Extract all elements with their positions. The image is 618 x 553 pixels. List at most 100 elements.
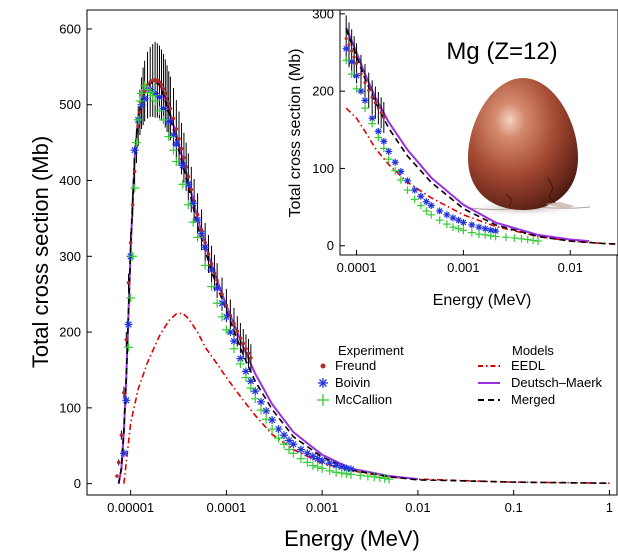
inset-boivin-point: [417, 192, 425, 200]
main-freund-point: [203, 240, 207, 245]
main-freund-point: [235, 329, 240, 334]
main-y-tick-label: 600: [59, 21, 81, 36]
main-y-tick-label: 300: [59, 249, 81, 264]
main-boivin-point: [289, 440, 298, 449]
inset-boivin-point: [411, 186, 419, 194]
inset-freund-point: [354, 61, 359, 65]
legend-label-merged: Merged: [511, 392, 555, 407]
main-boivin-point: [197, 229, 206, 238]
main-y-tick-label: 100: [59, 400, 81, 415]
main-mccallion-point: [342, 469, 352, 479]
inset-mccallion-point: [391, 166, 400, 175]
main-boivin-point: [124, 320, 133, 329]
main-mccallion-point: [137, 88, 146, 98]
main-mccallion-point: [178, 179, 188, 189]
main-mccallion-point: [355, 470, 365, 480]
main-mccallion-point: [148, 91, 158, 101]
inset-freund-point: [376, 106, 380, 110]
legend-item-freund: Freund: [320, 358, 376, 373]
main-freund-point: [136, 124, 141, 128]
main-mccallion-point: [124, 342, 133, 352]
main-freund-point: [238, 336, 243, 340]
main-freund-point: [186, 174, 191, 179]
main-y-tick-label: 0: [74, 476, 81, 491]
main-mccallion-point: [363, 471, 373, 481]
main-mccallion-point: [325, 466, 335, 476]
legend-item-merged: Merged: [478, 392, 555, 407]
inset-mccallion-point: [475, 230, 483, 238]
main-mccallion-point: [375, 473, 385, 482]
inset-freund-point: [363, 81, 367, 85]
inset-mccallion-point: [510, 234, 519, 242]
main-freund-point: [163, 91, 168, 96]
main-boivin-point: [280, 431, 289, 440]
inset-freund-point: [347, 43, 351, 47]
legend-label-boivin: Boivin: [335, 375, 370, 390]
main-freund-point: [224, 303, 229, 308]
main-x-tick-label: 1: [606, 500, 613, 515]
main-mccallion-point: [346, 470, 356, 479]
inset-mccallion-point: [342, 56, 351, 65]
main-mccallion-point: [155, 106, 164, 116]
inset-boivin-point: [422, 198, 430, 206]
inset-mccallion-point: [449, 223, 457, 232]
main-mccallion-point: [313, 462, 323, 472]
inset-mccallion-point: [502, 233, 510, 242]
main-freund-point: [138, 110, 142, 115]
main-mccallion-point: [229, 344, 239, 354]
inset-mccallion-point: [403, 186, 412, 194]
main-mccallion-point: [212, 298, 222, 308]
main-mccallion-point: [222, 325, 231, 335]
legend-item-boivin: Boivin: [318, 375, 370, 390]
inset-x-tick-label: 0.01: [558, 260, 583, 275]
main-mccallion-point: [126, 293, 136, 303]
main-mccallion-point: [284, 445, 294, 454]
main-mccallion-point: [128, 251, 138, 261]
inset-boivin-point: [342, 45, 350, 53]
legend-label-mccallion: McCallion: [335, 392, 392, 407]
main-freund-point: [157, 80, 162, 84]
main-mccallion-point: [246, 383, 256, 393]
legend-label-deutsch-maerk: Deutsch–Maerk: [511, 375, 603, 390]
main-mccallion-point: [279, 439, 289, 449]
main-freund-point: [116, 460, 121, 465]
main-freund-point: [119, 433, 124, 437]
inset-mccallion-point: [529, 236, 538, 245]
inset-mccallion-point: [491, 232, 500, 241]
main-freund-point: [174, 127, 179, 131]
main-boivin-point: [213, 284, 222, 293]
egg-illustration: [463, 78, 591, 217]
legend-item-eedl: EEDL: [478, 358, 545, 373]
main-freund-point: [126, 281, 131, 285]
inset-freund-point: [367, 88, 371, 92]
inset-freund-point: [344, 37, 348, 41]
main-x-tick-label: 0.00001: [107, 500, 154, 515]
inset-boivin-point: [427, 202, 435, 210]
main-boivin-point: [140, 94, 149, 103]
main-freund-point: [165, 96, 169, 101]
main-freund-point: [246, 351, 251, 356]
inset-mccallion-point: [347, 70, 356, 78]
inset-mccallion-point: [435, 216, 444, 225]
legend-experiment-header: Experiment: [338, 343, 404, 358]
inset-freund-point: [370, 95, 374, 99]
main-mccallion-point: [261, 414, 271, 424]
inset-y-tick-label: 0: [327, 238, 334, 253]
main-mccallion-point: [200, 260, 210, 270]
main-mccallion-point: [308, 461, 318, 470]
main-mccallion-point: [331, 467, 341, 477]
inset-mccallion-point: [517, 234, 526, 243]
inset-boivin-point: [449, 214, 457, 222]
inset-mccallion-point: [467, 228, 476, 237]
main-mccallion-point: [193, 232, 202, 242]
inset-mccallion-point: [410, 195, 419, 204]
main-boivin-point: [189, 199, 198, 208]
main-mccallion-point: [159, 115, 168, 125]
main-freund-point: [206, 252, 211, 256]
inset-mccallion-point: [481, 231, 490, 239]
main-mccallion-point: [164, 132, 174, 141]
legend-label-eedl: EEDL: [511, 358, 545, 373]
main-x-tick-label: 0.1: [505, 500, 523, 515]
inset-freund-point: [379, 111, 383, 115]
